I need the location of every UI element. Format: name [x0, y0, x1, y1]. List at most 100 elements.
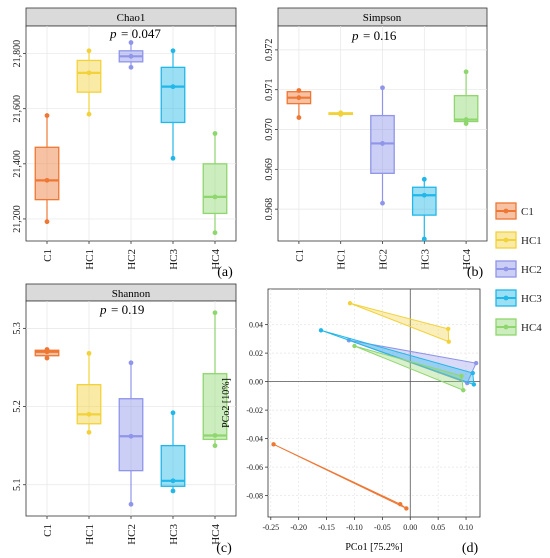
data-point	[380, 85, 385, 91]
y-tick-label: 21,200	[12, 205, 23, 233]
data-point	[404, 506, 409, 511]
x-tick-label: HC3	[419, 249, 431, 270]
data-point	[86, 429, 92, 435]
data-point	[170, 48, 176, 54]
data-point	[44, 355, 50, 361]
legend-key-point	[503, 237, 509, 243]
box-iqr	[411, 186, 437, 216]
legend-label: HC1	[521, 235, 542, 247]
panel-label: (c)	[216, 541, 232, 556]
data-point	[86, 70, 92, 76]
y-tick-label: 21,800	[12, 40, 23, 68]
data-point	[318, 328, 324, 333]
data-point	[212, 194, 218, 200]
box-iqr	[76, 59, 102, 93]
y-tick-label: -0.06	[246, 463, 263, 472]
x-tick-label: -0.20	[290, 523, 307, 532]
box-hc4	[453, 69, 479, 126]
group-hc3	[318, 328, 477, 387]
data-point	[296, 115, 302, 120]
data-point	[86, 111, 92, 117]
data-point	[271, 442, 276, 447]
panel-title: Chao1	[117, 12, 146, 24]
group-hull	[320, 329, 475, 386]
data-point	[128, 40, 134, 45]
box-hc1	[328, 110, 354, 117]
x-tick-label: HC4	[461, 249, 473, 270]
x-tick-label: 0.10	[459, 523, 473, 532]
annotation-p-value: = 0.19	[111, 302, 144, 317]
box-hc1	[76, 48, 102, 117]
data-point	[296, 88, 302, 93]
data-point	[86, 48, 92, 54]
y-tick-label: 0.972	[264, 39, 275, 62]
data-point	[338, 110, 344, 116]
box-c1	[34, 113, 60, 225]
data-point	[471, 382, 477, 387]
x-tick-label: HC1	[84, 249, 96, 270]
box-hc1	[76, 350, 102, 435]
plot-area	[267, 288, 481, 518]
data-point	[470, 370, 475, 376]
box-hc4	[202, 131, 228, 236]
data-point	[446, 339, 451, 344]
box-iqr	[160, 444, 186, 487]
data-point	[212, 131, 218, 136]
data-point	[461, 387, 466, 393]
y-tick-label: 0.968	[264, 198, 275, 221]
box-c1	[34, 347, 60, 361]
data-point	[44, 219, 50, 225]
y-tick-label: -0.04	[246, 435, 263, 444]
x-tick-label: HC1	[336, 249, 348, 270]
legend-label: HC4	[521, 322, 542, 334]
x-tick-label: HC2	[126, 524, 138, 545]
x-tick-label: HC3	[168, 249, 180, 270]
y-tick-label: 5.1	[12, 478, 23, 491]
x-tick-label: -0.15	[318, 523, 335, 532]
data-point	[44, 177, 50, 183]
y-tick-label: 21,600	[12, 95, 23, 123]
legend-key-point	[503, 324, 509, 330]
legend-item-hc1: HC1	[495, 231, 542, 249]
group-hull	[273, 443, 407, 509]
data-point	[44, 347, 50, 352]
data-point	[128, 360, 134, 366]
plot-layer: -0.25 -0.20 -0.15 -0.10 -0.05 0.00 0.05 0.10 -0.…	[246, 289, 480, 532]
x-tick-label: -0.25	[262, 523, 279, 532]
x-tick-label: HC3	[168, 524, 180, 545]
plot-layer: 0.968 0.969 0.970 0.971 0.972 C1 HC1 HC2 HC3 HC4	[264, 26, 487, 270]
legend-item-hc2: HC2	[495, 260, 542, 278]
group-hull	[354, 345, 464, 391]
data-point	[212, 310, 218, 316]
panel-pcoa: -0.25 -0.20 -0.15 -0.10 -0.05 0.00 0.05 0.10 -0.…	[221, 288, 481, 556]
x-tick-label: -0.05	[374, 523, 391, 532]
legend-label: C1	[521, 206, 534, 218]
x-tick-label: C1	[294, 249, 306, 262]
data-point	[421, 176, 427, 182]
panel-simpson: Simpson 0.968 0.969 0.970 0.971 0.972 C1 HC1 HC…	[264, 7, 488, 280]
box-hc3	[160, 410, 186, 494]
x-tick-label: HC4	[210, 249, 222, 270]
data-point	[421, 236, 427, 242]
data-point	[398, 501, 403, 507]
panel-chao1: Chao1 21,200 21,400 21,600 21,800 C1 HC1 HC2 HC…	[12, 7, 237, 280]
group-hc4	[352, 343, 466, 393]
x-tick-label: HC2	[378, 249, 390, 270]
panel-label: (b)	[467, 265, 484, 280]
annotation-p-value: = 0.16	[363, 28, 397, 43]
annotation-p-value: = 0.047	[121, 26, 161, 41]
annotation-p: p	[351, 28, 359, 43]
legend-item-c1: C1	[495, 202, 534, 220]
data-point	[128, 64, 134, 70]
legend-label: HC2	[521, 264, 542, 276]
box-hc2	[118, 360, 144, 507]
x-axis-label: PCo1 [75.2%]	[345, 542, 402, 553]
legend-label: HC3	[521, 293, 542, 305]
data-point	[170, 488, 176, 494]
data-point	[212, 230, 218, 236]
data-point	[446, 326, 451, 332]
box-c1	[286, 88, 312, 120]
data-point	[212, 433, 218, 438]
y-tick-label: 0.969	[264, 158, 275, 181]
data-point	[421, 192, 427, 198]
